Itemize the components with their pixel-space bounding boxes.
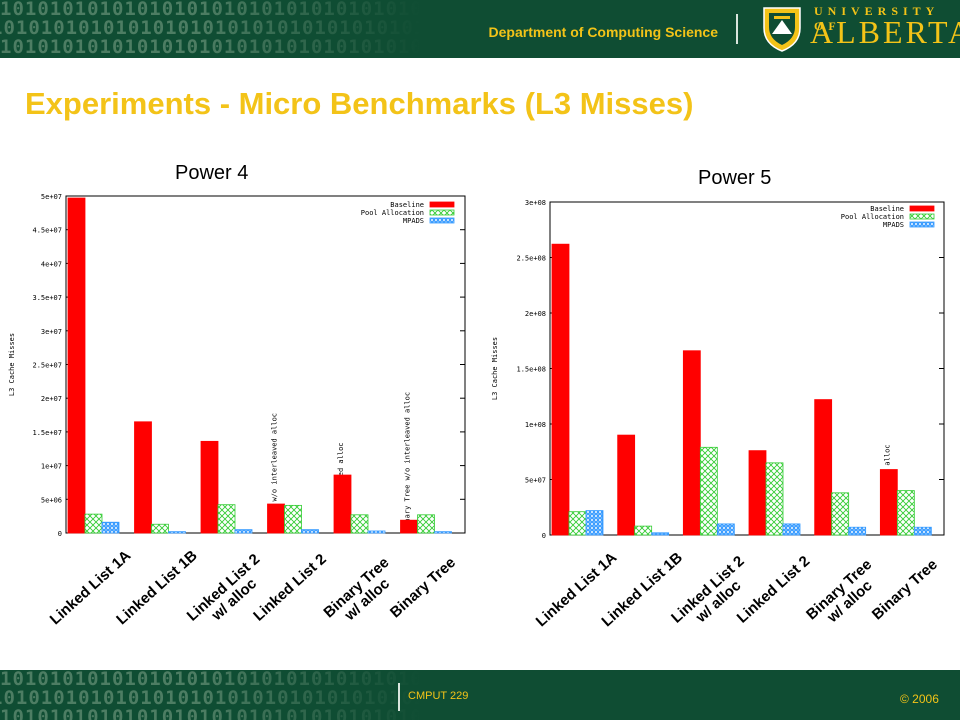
bar-baseline: [814, 399, 833, 536]
legend-swatch: [429, 209, 455, 216]
y-tick-label: 2.5e+08: [516, 255, 546, 263]
y-tick-label: 5e+07: [41, 193, 62, 201]
bar-pool-allocation: [831, 492, 850, 536]
footer-divider: [398, 683, 400, 711]
chart-subtitle-power5: Power 5: [698, 167, 772, 189]
bar-mpads: [782, 523, 801, 536]
y-axis-label: L3 Cache Misses: [491, 337, 499, 400]
bar-mpads: [651, 532, 670, 536]
legend-swatch: [429, 217, 455, 224]
bar-mpads: [913, 526, 932, 536]
slide-title: Experiments - Micro Benchmarks (L3 Misse…: [25, 86, 694, 121]
bar-baseline: [617, 434, 636, 536]
legend-swatch: [909, 205, 935, 212]
y-tick-label: 3e+07: [41, 328, 62, 336]
bar-baseline: [134, 421, 152, 534]
footer-bar: 1010101010101010101010101010101010101010…: [0, 670, 960, 720]
category-label-line: Binary Tree: [387, 554, 459, 621]
bar-mpads: [716, 523, 735, 536]
category-label-line: Binary Tree: [869, 556, 941, 623]
y-tick-label: 2e+07: [41, 395, 62, 403]
legend-label: MPADS: [883, 221, 904, 229]
bar-mpads: [168, 531, 186, 534]
department-name: Department of Computing Science: [488, 24, 718, 40]
bar-mpads: [434, 531, 452, 534]
binary-pattern-decoration: 1010101010101010101010101010101010101010…: [0, 0, 420, 58]
y-tick-label: 1e+07: [41, 463, 62, 471]
bar-baseline: [682, 350, 701, 536]
legend-label: Baseline: [870, 205, 904, 213]
y-tick-label: 3e+08: [525, 199, 546, 207]
bar-pool-allocation: [284, 504, 302, 534]
bar-pool-allocation: [217, 504, 236, 534]
y-tick-label: 2e+08: [525, 310, 546, 318]
legend-swatch: [909, 213, 935, 220]
bar-baseline: [400, 519, 418, 534]
bar-pool-allocation: [699, 446, 718, 536]
bar-pool-allocation: [568, 511, 587, 536]
y-tick-label: 5e+06: [41, 496, 62, 504]
bar-pool-allocation: [634, 525, 653, 536]
bar-pool-allocation: [896, 490, 915, 536]
y-tick-label: 3.5e+07: [32, 294, 62, 302]
legend-swatch: [429, 201, 455, 208]
category-label: Linked List 2: [250, 551, 330, 625]
category-label-line: Linked List 2: [250, 551, 330, 625]
bar-mpads: [101, 521, 120, 534]
category-label: Binary Tree: [869, 556, 941, 623]
bar-mpads: [301, 529, 319, 534]
bar-pool-allocation: [350, 514, 369, 534]
bar-mpads: [585, 510, 604, 536]
y-tick-label: 1e+08: [525, 421, 546, 429]
y-tick-label: 4e+07: [41, 260, 62, 268]
bar-pool-allocation: [84, 513, 103, 534]
bar-baseline: [879, 469, 898, 536]
header-bar: 1010101010101010101010101010101010101010…: [0, 0, 960, 58]
y-tick-label: 1.5e+07: [32, 429, 62, 437]
y-tick-label: 2.5e+07: [32, 362, 62, 370]
legend-label: Pool Allocation: [841, 213, 904, 221]
bar-pool-allocation: [765, 462, 784, 536]
x-tick-text: List 2 w/o interleaved alloc: [271, 413, 279, 531]
category-label: Binary Tree: [387, 554, 459, 621]
bar-pool-allocation: [151, 523, 169, 534]
bar-baseline: [200, 440, 219, 534]
y-tick-label: 4.5e+07: [32, 227, 62, 235]
bar-baseline: [267, 503, 285, 534]
chart-subtitle-power4: Power 4: [175, 162, 249, 184]
legend-label: MPADS: [403, 217, 424, 225]
crest-icon: [763, 7, 801, 52]
copyright: © 2006: [900, 692, 939, 706]
y-tick-label: 0: [542, 532, 546, 540]
bar-mpads: [848, 526, 867, 536]
footer-binary-pattern: 1010101010101010101010101010101010101010…: [0, 670, 420, 720]
chart-power5: 0 5e+07 1e+08 1.5e+08 2e+08 2.5e+08 3e+08 L3 Ca…: [491, 199, 945, 630]
university-of-text: UNIVERSITY OF: [814, 4, 939, 33]
course-code: CMPUT 229: [408, 690, 469, 702]
bar-mpads: [367, 530, 386, 534]
bar-baseline: [551, 243, 570, 536]
university-alberta-text: ALBERTA: [810, 14, 960, 50]
bar-baseline: [333, 474, 352, 534]
bar-baseline: [748, 450, 767, 536]
y-tick-label: 1.5e+08: [516, 366, 546, 374]
y-axis-label: L3 Cache Misses: [8, 333, 16, 396]
y-tick-label: 5e+07: [525, 477, 546, 485]
x-tick-text: Binary Tree w/o interleaved alloc: [404, 392, 412, 531]
legend-label: Baseline: [390, 201, 424, 209]
legend-swatch: [909, 221, 935, 228]
bar-baseline: [67, 197, 86, 534]
bar-pool-allocation: [417, 514, 435, 534]
y-tick-label: 0: [58, 530, 62, 538]
bar-mpads: [234, 529, 253, 534]
legend-label: Pool Allocation: [361, 209, 424, 217]
chart-power4: 0 5e+06 1e+07 1.5e+07 2e+07 2.5e+07 3e+07 3.5e+…: [8, 193, 466, 628]
header-divider: [736, 14, 738, 44]
